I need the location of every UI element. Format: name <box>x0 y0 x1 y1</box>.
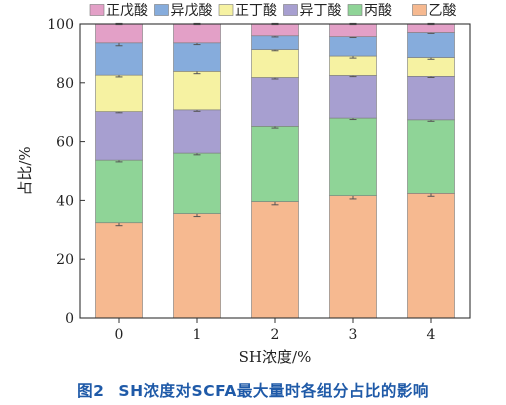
bar-segment-2-cat-1 <box>173 109 221 154</box>
y-tick-label-5: 100 <box>47 17 74 33</box>
bar-segment-5-cat-3 <box>329 23 377 37</box>
bar-segment-3-cat-0 <box>95 74 143 112</box>
bar-segment-4-cat-1 <box>173 42 221 72</box>
bar-segment-0-cat-4 <box>407 193 455 319</box>
bar-segment-0-cat-2 <box>251 201 299 319</box>
x-tick-label-4: 4 <box>427 327 436 343</box>
legend-label-1: 异戊酸 <box>171 3 213 19</box>
bar-segment-1-cat-1 <box>173 152 221 214</box>
x-tick-label-2: 2 <box>271 327 280 343</box>
legend-swatch-1 <box>154 4 169 16</box>
legend-label-5: 乙酸 <box>429 3 457 19</box>
bar-segment-2-cat-2 <box>251 77 299 127</box>
x-tick-label-0: 0 <box>115 327 124 343</box>
y-tick-label-4: 80 <box>56 76 74 92</box>
legend-swatch-3 <box>283 4 298 16</box>
figure-caption: 图2 SH浓度对SCFA最大量时各组分占比的影响 <box>0 379 506 401</box>
bar-segment-0-cat-1 <box>173 213 221 319</box>
bars-area <box>95 22 455 319</box>
bar-segment-1-cat-2 <box>251 126 299 202</box>
bar-segment-3-cat-1 <box>173 71 221 111</box>
bar-segment-4-cat-4 <box>407 32 455 58</box>
x-tick-label-3: 3 <box>349 327 358 343</box>
bar-segment-1-cat-3 <box>329 117 377 196</box>
figure-caption-text: SH浓度对SCFA最大量时各组分占比的影响 <box>118 382 429 400</box>
legend-swatch-2 <box>218 4 234 16</box>
bar-segment-4-cat-0 <box>95 42 143 76</box>
legend-label-0: 正戊酸 <box>106 3 148 19</box>
bar-segment-5-cat-4 <box>407 23 455 33</box>
legend-swatch-4 <box>347 4 363 16</box>
bar-segment-2-cat-3 <box>329 75 377 119</box>
bar-segment-2-cat-0 <box>95 111 143 161</box>
figure-label: 图2 <box>77 382 105 400</box>
y-axis-label: 占比/% <box>16 146 34 195</box>
bar-segment-1-cat-0 <box>95 159 143 224</box>
axes: 0 20 40 60 80 100 0 1 2 3 4 <box>47 17 471 343</box>
bar-segment-2-cat-4 <box>407 76 455 121</box>
legend: 正戊酸 异戊酸 正丁酸 异丁酸 丙酸 乙酸 <box>89 3 457 19</box>
bar-segment-3-cat-2 <box>251 49 299 78</box>
bar-segment-1-cat-4 <box>407 119 455 194</box>
legend-label-3: 异丁酸 <box>300 3 342 19</box>
legend-swatch-5 <box>412 4 427 16</box>
bar-segment-5-cat-1 <box>173 23 221 44</box>
bar-segment-4-cat-3 <box>329 36 377 57</box>
legend-label-2: 正丁酸 <box>235 3 277 19</box>
y-tick-label-1: 20 <box>56 252 74 268</box>
x-tick-label-1: 1 <box>193 327 202 343</box>
y-tick-label-3: 60 <box>56 135 74 151</box>
bar-segment-5-cat-2 <box>251 23 299 37</box>
bar-segment-0-cat-0 <box>95 222 143 319</box>
bar-segment-4-cat-2 <box>251 35 299 50</box>
legend-label-4: 丙酸 <box>364 3 392 19</box>
bar-segment-3-cat-3 <box>329 55 377 76</box>
y-tick-label-0: 0 <box>65 311 74 327</box>
legend-swatch-0 <box>89 4 105 16</box>
bar-segment-0-cat-3 <box>329 195 377 319</box>
y-tick-label-2: 40 <box>56 193 74 209</box>
bar-segment-5-cat-0 <box>95 23 143 44</box>
bar-segment-3-cat-4 <box>407 57 455 77</box>
x-axis-label: SH浓度/% <box>239 348 312 366</box>
